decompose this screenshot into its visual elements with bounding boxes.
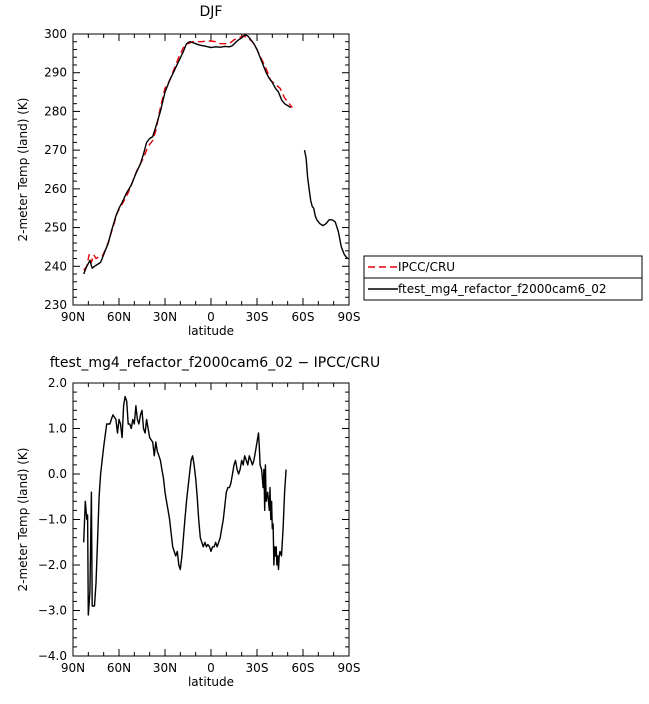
x-axis-label: latitude	[188, 675, 234, 689]
plot-frame	[72, 382, 350, 657]
x-tick-label: 90S	[338, 661, 361, 675]
chart-title: DJF	[200, 4, 223, 20]
y-axis-label: 2-meter Temp (land) (K)	[16, 448, 30, 592]
x-tick-label: 0	[207, 661, 215, 675]
y-tick-label: 2.0	[48, 376, 67, 390]
x-tick-label: 30N	[153, 310, 177, 324]
y-tick-label: −2.0	[38, 558, 67, 572]
series-line-0-segment-0	[83, 395, 287, 616]
x-tick-label: 60S	[292, 661, 315, 675]
series-line-1-segment-1	[303, 149, 349, 259]
y-tick-label: 230	[44, 298, 67, 312]
legend-label: IPCC/CRU	[398, 260, 455, 274]
y-tick-label: 270	[44, 143, 67, 157]
y-tick-label: 290	[44, 66, 67, 80]
y-tick-label: −1.0	[38, 513, 67, 527]
legend-label: ftest_mg4_refactor_f2000cam6_02	[398, 282, 607, 296]
x-tick-label: 60S	[292, 310, 315, 324]
x-tick-label: 0	[207, 310, 215, 324]
series-line-0-segment-0	[83, 35, 293, 271]
y-axis-label: 2-meter Temp (land) (K)	[16, 98, 30, 242]
y-tick-label: −4.0	[38, 649, 67, 663]
y-tick-label: 280	[44, 104, 67, 118]
panel-bottom-difference: ftest_mg4_refactor_f2000cam6_02 − IPCC/C…	[16, 355, 380, 689]
legend: IPCC/CRU ftest_mg4_refactor_f2000cam6_02	[363, 255, 643, 301]
x-tick-label: 60N	[107, 310, 131, 324]
x-tick-label: 60N	[107, 661, 131, 675]
y-tick-label: 240	[44, 259, 67, 273]
x-tick-label: 30S	[246, 310, 269, 324]
x-tick-label: 90N	[61, 661, 85, 675]
y-tick-label: 1.0	[48, 422, 67, 436]
y-tick-label: −3.0	[38, 604, 67, 618]
x-tick-label: 30S	[246, 661, 269, 675]
x-tick-label: 30N	[153, 661, 177, 675]
y-tick-label: 300	[44, 27, 67, 41]
x-tick-label: 90S	[338, 310, 361, 324]
y-tick-label: 260	[44, 182, 67, 196]
chart-title: ftest_mg4_refactor_f2000cam6_02 − IPCC/C…	[50, 355, 381, 371]
x-axis-label: latitude	[188, 324, 234, 338]
y-tick-label: 0.0	[48, 467, 67, 481]
panel-top-djf: DJF 90N 60N 30N 0 30S 60S 90S 230 240 250 260 270 280…	[16, 4, 643, 338]
y-tick-label: 250	[44, 221, 67, 235]
series-line-1-segment-0	[83, 34, 292, 275]
x-tick-label: 90N	[61, 310, 85, 324]
